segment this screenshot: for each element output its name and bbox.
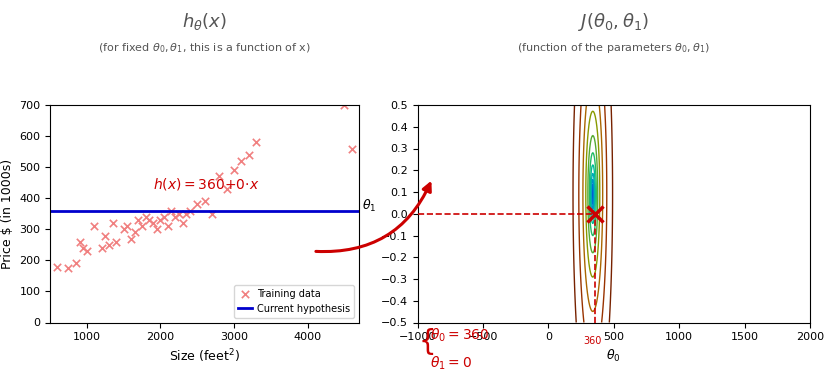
- Training data: [120, 223, 134, 229]
- Training data: [109, 239, 123, 245]
- Training data: [132, 217, 145, 223]
- Training data: [250, 139, 263, 145]
- Training data: [150, 226, 164, 232]
- Training data: [213, 174, 226, 180]
- Text: 360: 360: [584, 336, 602, 345]
- Y-axis label: Price $ (in 1000s): Price $ (in 1000s): [1, 159, 13, 269]
- Training data: [99, 232, 112, 238]
- Training data: [146, 220, 159, 226]
- Text: $h_{\theta}(x)$: $h_{\theta}(x)$: [182, 11, 227, 32]
- Training data: [77, 245, 90, 251]
- Training data: [51, 264, 64, 270]
- Text: $\theta_1{=}0$: $\theta_1{=}0$: [430, 354, 472, 372]
- Text: $\{$: $\{$: [418, 326, 433, 357]
- X-axis label: Size (feet$^2$): Size (feet$^2$): [169, 348, 240, 365]
- Training data: [124, 236, 138, 242]
- Training data: [69, 261, 83, 267]
- Y-axis label: $\theta_1$: $\theta_1$: [362, 198, 377, 214]
- Training data: [161, 223, 175, 229]
- Training data: [158, 214, 171, 220]
- Legend: Training data, Current hypothesis: Training data, Current hypothesis: [234, 285, 354, 318]
- Training data: [102, 242, 115, 248]
- Text: $\theta_0{=}360$: $\theta_0{=}360$: [430, 326, 489, 344]
- Text: (function of the parameters $\theta_0, \theta_1$): (function of the parameters $\theta_0, \…: [518, 41, 710, 55]
- Training data: [242, 152, 256, 158]
- Training data: [205, 211, 219, 217]
- Training data: [135, 223, 149, 229]
- Training data: [154, 217, 167, 223]
- Training data: [235, 158, 248, 164]
- Training data: [198, 198, 211, 204]
- Training data: [345, 146, 358, 152]
- Text: (for fixed $\theta_0, \theta_1$, this is a function of x): (for fixed $\theta_0, \theta_1$, this is…: [98, 41, 311, 55]
- Text: $J(\theta_0, \theta_1)$: $J(\theta_0, \theta_1)$: [578, 11, 650, 33]
- X-axis label: $\theta_0$: $\theta_0$: [606, 348, 621, 364]
- Training data: [95, 245, 109, 251]
- Text: $h(x){=}360{+}0{\cdot}x$: $h(x){=}360{+}0{\cdot}x$: [153, 176, 260, 192]
- Training data: [164, 208, 178, 214]
- Training data: [172, 211, 185, 217]
- Training data: [183, 208, 196, 214]
- Training data: [106, 220, 119, 226]
- Training data: [227, 167, 240, 173]
- Training data: [128, 230, 141, 236]
- Training data: [143, 217, 156, 223]
- Training data: [80, 248, 94, 254]
- Training data: [220, 186, 233, 192]
- Training data: [88, 223, 101, 229]
- Training data: [139, 214, 153, 220]
- Training data: [180, 211, 193, 217]
- Training data: [73, 239, 86, 245]
- Training data: [176, 220, 190, 226]
- Training data: [62, 265, 75, 271]
- Training data: [337, 102, 351, 108]
- Training data: [117, 226, 130, 232]
- Training data: [190, 201, 204, 207]
- Training data: [169, 214, 182, 220]
